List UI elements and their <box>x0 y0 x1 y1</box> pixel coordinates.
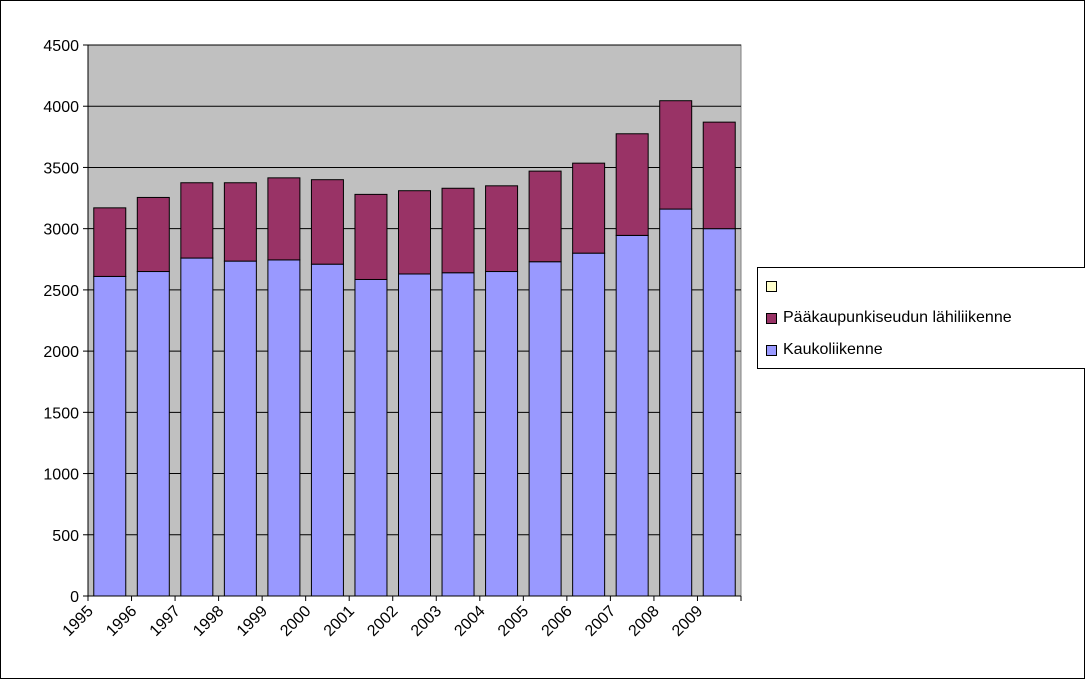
bar-segment <box>485 185 519 273</box>
legend-swatch <box>766 344 777 356</box>
y-tick-label: 500 <box>52 528 79 545</box>
y-tick-label: 2500 <box>43 283 79 300</box>
bar-segment <box>354 278 388 597</box>
bar-segment <box>180 182 214 259</box>
x-tick-label: 2003 <box>408 603 445 640</box>
bar-segment <box>572 162 606 254</box>
bar-segment <box>441 272 475 597</box>
y-tick-label: 0 <box>70 589 79 606</box>
bar-segment <box>93 275 127 597</box>
bar-segment <box>180 257 214 597</box>
y-tick-label: 2000 <box>43 344 79 361</box>
bar-segment <box>659 208 693 597</box>
x-tick-label: 1998 <box>190 603 227 640</box>
legend-swatch <box>766 312 777 324</box>
bar-segment <box>267 259 301 597</box>
bar-segment <box>310 179 344 265</box>
bar-segment <box>136 196 170 273</box>
legend-item: Pääkaupunkiseudun lähiliikenne <box>766 307 1012 329</box>
bar-segment <box>615 133 649 236</box>
x-tick-label: 1999 <box>234 603 271 640</box>
bar-segment <box>528 261 562 597</box>
bar-segment <box>615 234 649 597</box>
y-tick-label: 4500 <box>43 38 79 55</box>
y-tick-label: 3000 <box>43 222 79 239</box>
legend-label: Pääkaupunkiseudun lähiliikenne <box>783 309 1012 326</box>
x-tick-label: 2005 <box>495 603 532 640</box>
x-tick-label: 1997 <box>147 603 184 640</box>
bar-segment <box>398 190 431 275</box>
x-axis-ticks: 1995 1996 1997 1998 1999 2000 2001 2002 2003 2004… <box>60 596 742 640</box>
x-tick-label: 2000 <box>277 603 314 640</box>
bar-segment <box>528 170 562 263</box>
bar-segment <box>267 177 301 261</box>
y-tick-label: 1000 <box>43 467 79 484</box>
legend: Pääkaupunkiseudun lähiliikenne Kaukoliik… <box>757 267 1085 369</box>
bar-segment <box>702 121 736 230</box>
bars <box>93 100 736 597</box>
bar-segment <box>310 263 344 597</box>
x-tick-label: 1995 <box>60 603 97 640</box>
y-axis-ticks: 0 500 1000 1500 2000 2500 3000 3500 4000 4500 <box>43 38 88 606</box>
x-tick-label: 2004 <box>451 603 488 640</box>
bar-segment <box>659 100 693 210</box>
bar-segment <box>223 182 257 262</box>
x-tick-label: 2006 <box>539 603 576 640</box>
legend-swatch <box>766 280 777 292</box>
y-tick-label: 1500 <box>43 405 79 422</box>
bar-segment <box>93 207 127 277</box>
legend-label: Kaukoliikenne <box>783 341 883 358</box>
bar-segment <box>441 187 475 274</box>
bar-segment <box>702 228 736 597</box>
x-tick-label: 1996 <box>103 603 140 640</box>
x-tick-label: 2002 <box>364 603 401 640</box>
x-tick-label: 2001 <box>321 603 358 640</box>
legend-item <box>766 275 783 297</box>
y-tick-label: 4000 <box>43 99 79 116</box>
legend-item: Kaukoliikenne <box>766 339 883 361</box>
y-tick-label: 3500 <box>43 160 79 177</box>
x-tick-label: 2007 <box>582 603 619 640</box>
x-tick-label: 2009 <box>669 603 706 640</box>
x-tick-label: 2008 <box>626 603 663 640</box>
bar-segment <box>485 271 519 597</box>
bar-segment <box>354 193 388 280</box>
bar-segment <box>223 260 257 597</box>
bar-segment <box>136 271 170 597</box>
bar-segment <box>398 273 431 597</box>
bar-segment <box>572 252 606 597</box>
